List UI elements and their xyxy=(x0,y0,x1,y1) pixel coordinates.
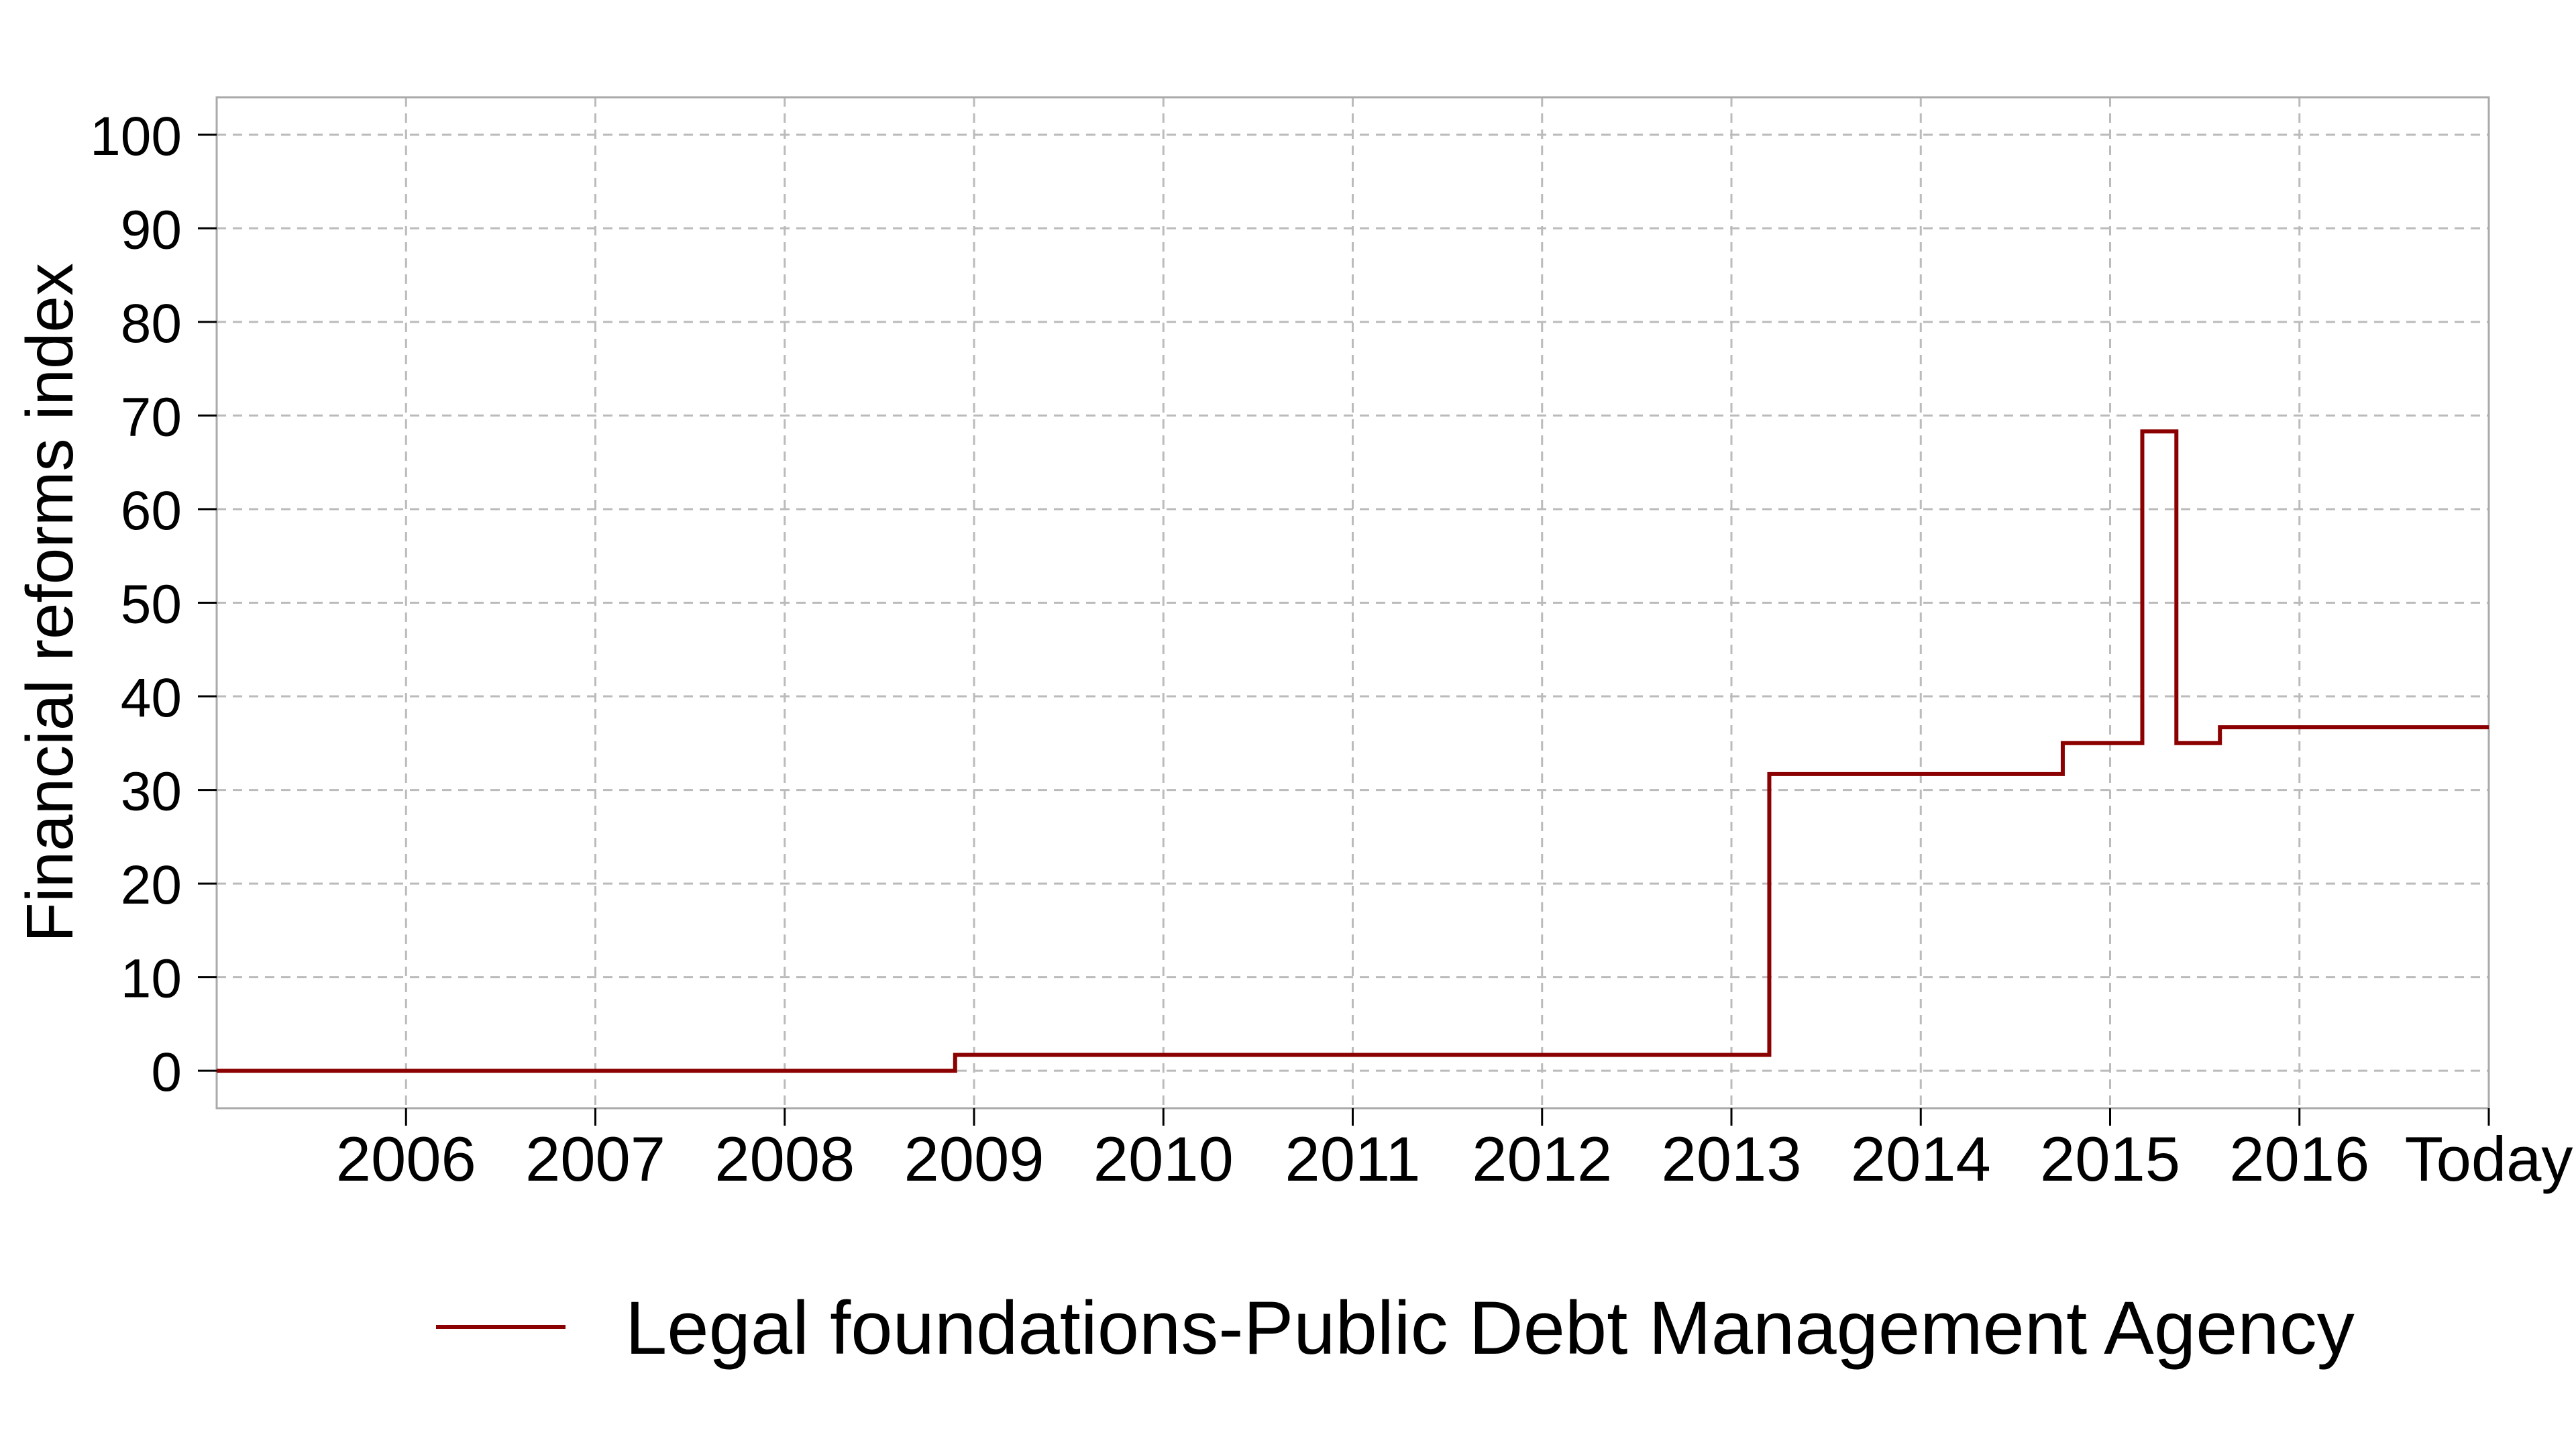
y-tick-label: 100 xyxy=(90,106,182,167)
x-tick-label: 2010 xyxy=(1093,1124,1234,1194)
legend: Legal foundations-Public Debt Management… xyxy=(436,1286,2355,1370)
y-tick-label: 90 xyxy=(121,199,182,260)
series-line xyxy=(217,429,2489,1073)
x-tick-label: 2007 xyxy=(525,1124,665,1194)
x-tick-label: 2006 xyxy=(336,1124,476,1194)
x-tick-label: 2012 xyxy=(1472,1124,1612,1194)
x-axis: 2006 2007 2008 2009 2010 2011 2012 2013 2014 2015… xyxy=(336,1108,2573,1194)
x-tick-label: 2009 xyxy=(904,1124,1044,1194)
x-tick-label: 2014 xyxy=(1851,1124,1991,1194)
y-tick-label: 30 xyxy=(121,761,182,822)
y-axis: 0 10 20 30 40 50 60 70 80 90 100 xyxy=(90,106,217,1103)
x-tick-label: Today xyxy=(2405,1124,2573,1194)
grid xyxy=(217,97,2490,1108)
series-layer xyxy=(217,429,2489,1073)
y-tick-label: 60 xyxy=(121,480,182,541)
x-tick-label: 2016 xyxy=(2229,1124,2369,1194)
x-tick-label: 2008 xyxy=(714,1124,855,1194)
y-tick-label: 70 xyxy=(121,386,182,447)
y-tick-label: 10 xyxy=(121,949,182,1010)
y-tick-label: 0 xyxy=(151,1042,182,1103)
legend-label: Legal foundations-Public Debt Management… xyxy=(625,1286,2355,1370)
y-axis-label: Financial reforms index xyxy=(13,263,87,943)
x-tick-label: 2013 xyxy=(1661,1124,1801,1194)
x-tick-label: 2011 xyxy=(1285,1124,1420,1194)
x-tick-label: 2015 xyxy=(2040,1124,2180,1194)
y-tick-label: 40 xyxy=(121,667,182,729)
y-tick-label: 20 xyxy=(121,855,182,916)
y-tick-label: 50 xyxy=(121,574,182,635)
y-tick-label: 80 xyxy=(121,293,182,354)
